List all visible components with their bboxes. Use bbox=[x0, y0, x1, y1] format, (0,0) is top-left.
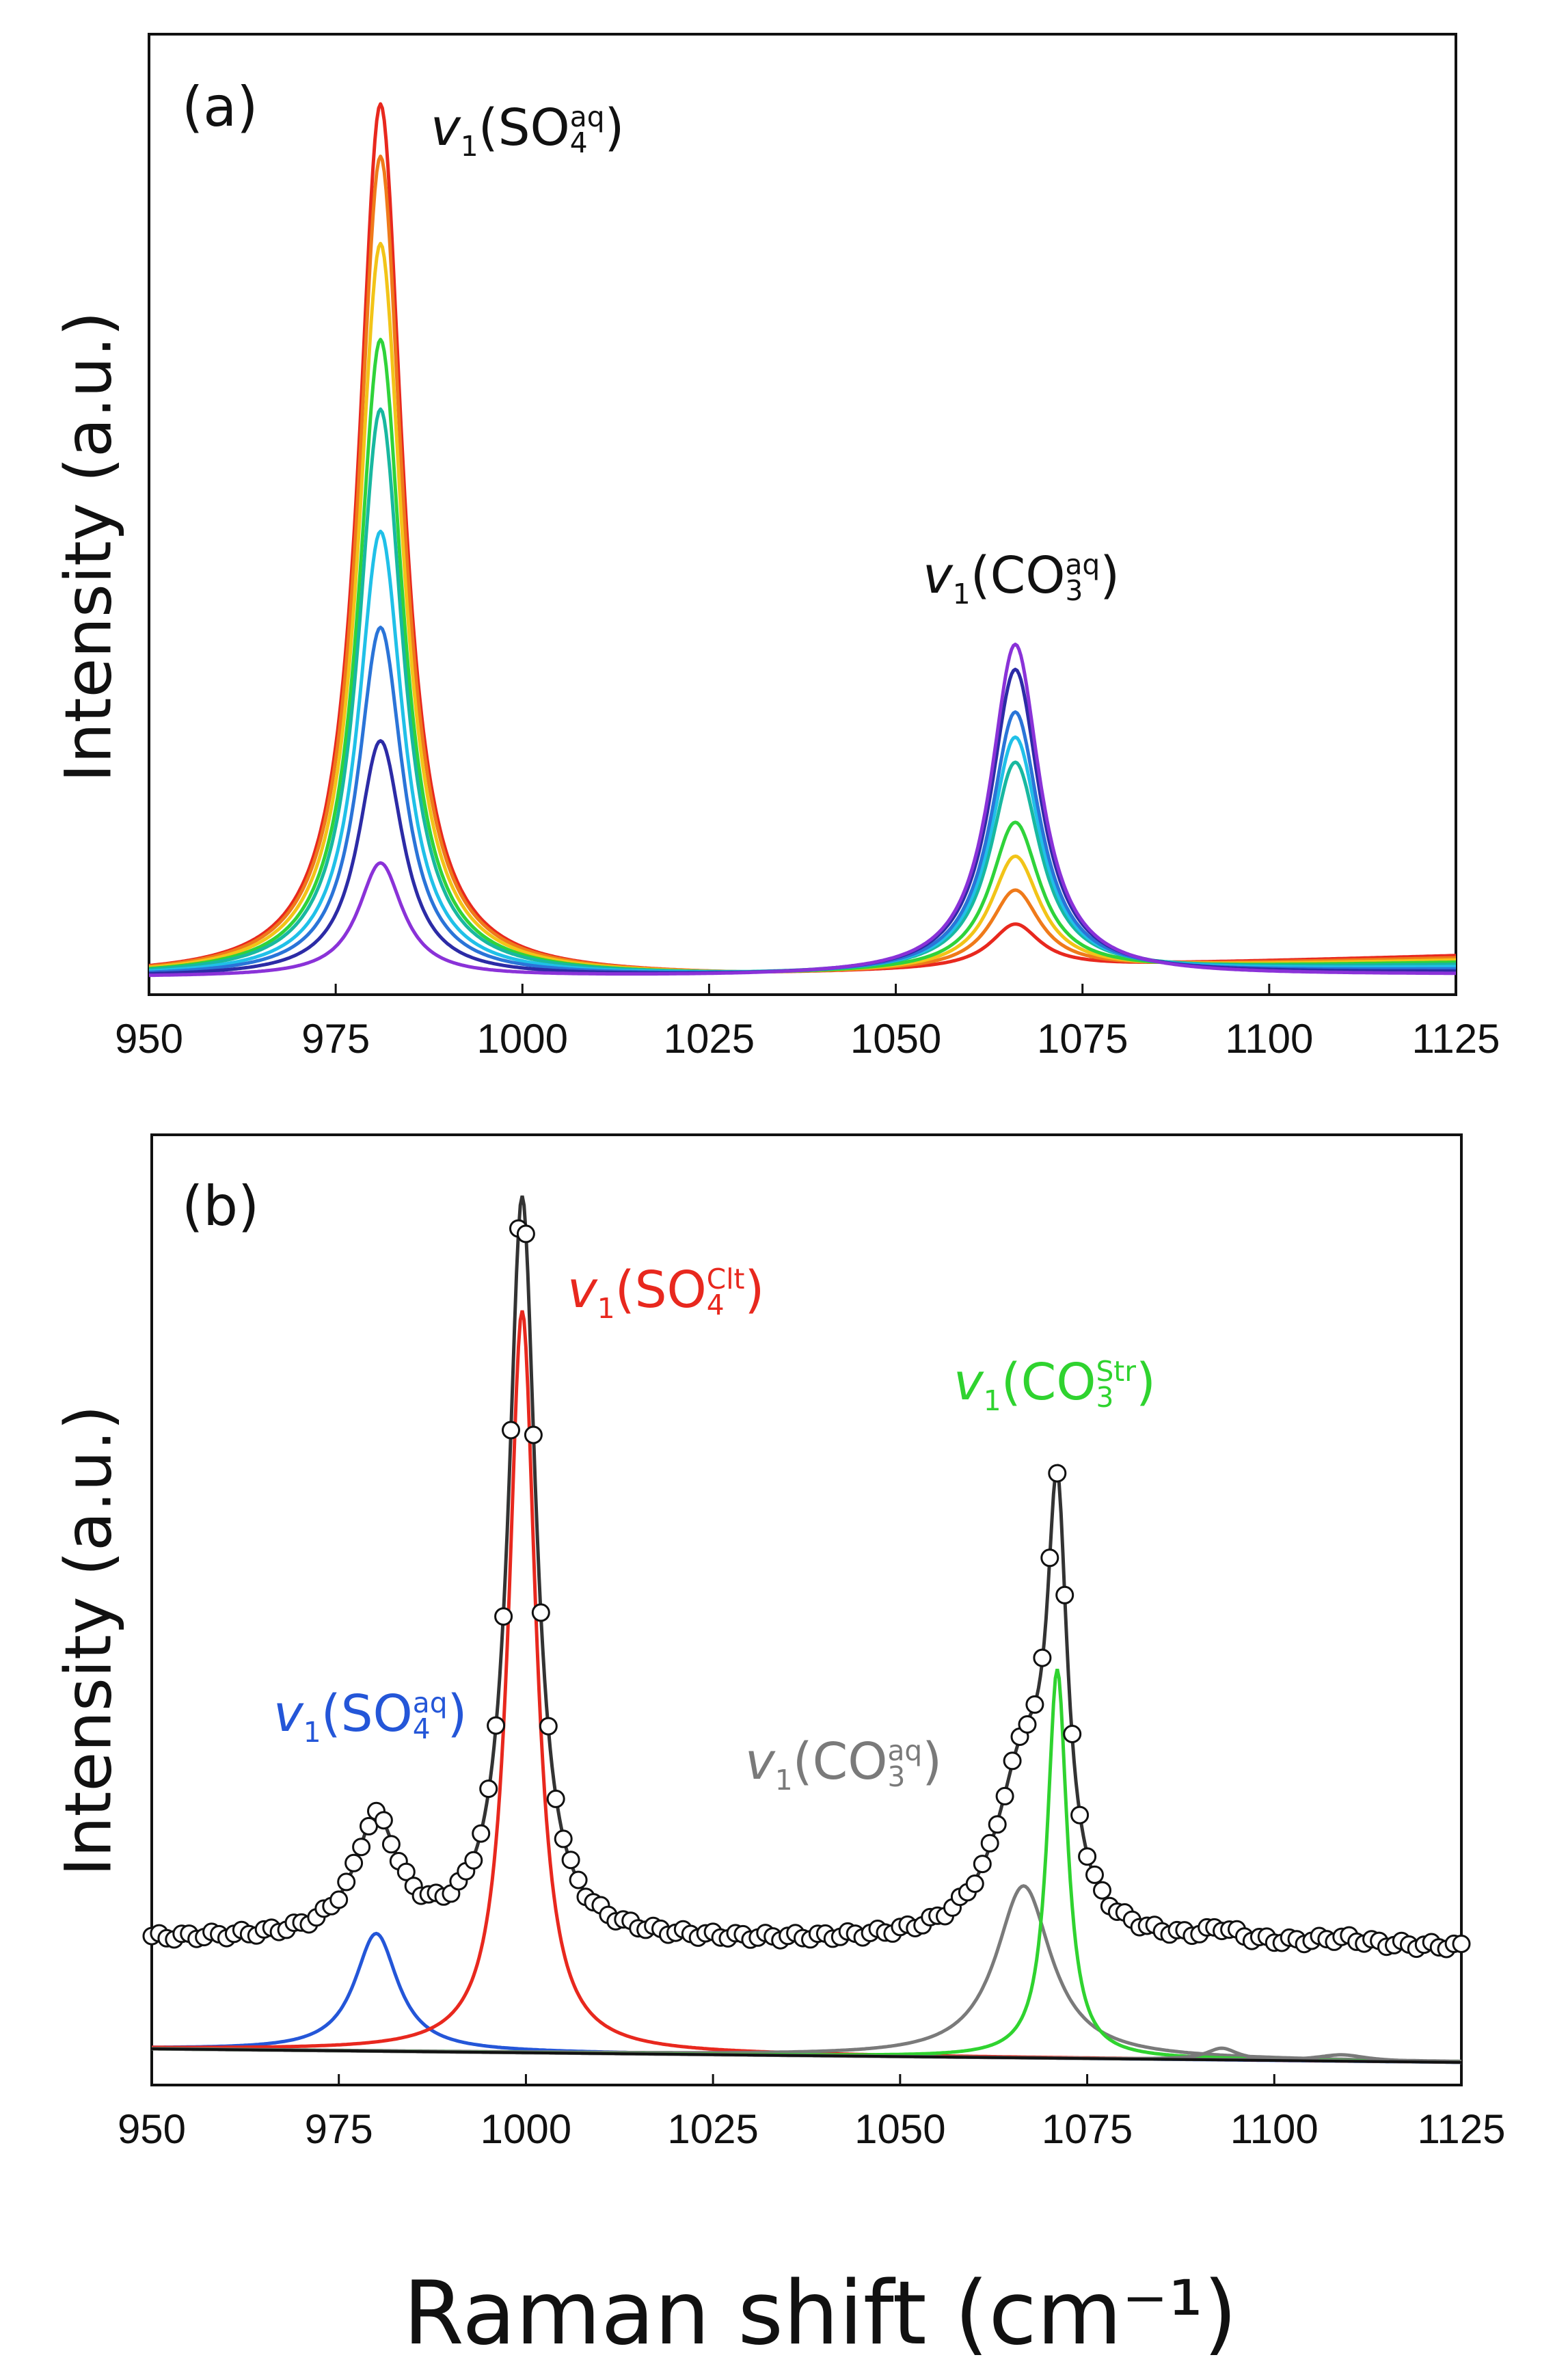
panel-b-label-co3-aq: v1(CO aq 3) bbox=[745, 1732, 943, 1797]
y-axis-title-a: Intensity (a.u.) bbox=[51, 311, 126, 783]
panel-b-data-point-111 bbox=[973, 1855, 992, 1874]
panel-b-data-point-120 bbox=[1040, 1548, 1059, 1568]
panel-b-data-point-55 bbox=[554, 1829, 573, 1849]
panel-b-data-point-125 bbox=[1078, 1847, 1097, 1866]
panel-b-data-point-46 bbox=[487, 1716, 506, 1735]
panel-a-x-tick-label-1025: 1025 bbox=[664, 1016, 755, 1062]
panel-b-label-co3-str: v1(CO Str 3) bbox=[954, 1353, 1156, 1417]
panel-b-plot-frame bbox=[150, 1133, 1463, 2086]
panel-b-chart: 950 975 1000 1025 1050 1075 1100 1125 bbox=[118, 1133, 1506, 2152]
panel-a-series-3 bbox=[148, 241, 1456, 974]
panel-a-label: (a) bbox=[182, 75, 258, 139]
panel-b-data-point-121 bbox=[1048, 1464, 1067, 1483]
panel-b-x-tick-label-1125: 1125 bbox=[1417, 2106, 1505, 2152]
panel-b-data-point-29 bbox=[360, 1816, 378, 1836]
panel-b-data-point-28 bbox=[352, 1838, 371, 1857]
panel-b-data-point-118 bbox=[1025, 1695, 1044, 1714]
panel-a-x-tick-label-1100: 1100 bbox=[1225, 1016, 1313, 1062]
panel-b-data-point-127 bbox=[1093, 1881, 1111, 1900]
panel-b-data-point-31 bbox=[374, 1811, 393, 1830]
panel-b-label-so4-clt: v1(SO Clt 4) bbox=[567, 1261, 765, 1325]
panel-b-data-point-43 bbox=[464, 1851, 483, 1870]
panel-b-data-point-56 bbox=[561, 1851, 580, 1870]
panel-b-data-point-113 bbox=[988, 1815, 1007, 1834]
panel-b-data-point-52 bbox=[531, 1603, 550, 1622]
panel-a-x-tick-label-1050: 1050 bbox=[850, 1016, 941, 1062]
panel-b-data-point-27 bbox=[344, 1853, 364, 1872]
panel-b-data-point-34 bbox=[396, 1862, 416, 1881]
y-axis-title-b: Intensity (a.u.) bbox=[51, 1405, 126, 1877]
panel-a-x-tick-label-1000: 1000 bbox=[477, 1016, 568, 1062]
panel-b-x-tick-label-1100: 1100 bbox=[1230, 2106, 1319, 2152]
panel-b-data-point-122 bbox=[1055, 1585, 1074, 1604]
panel-b-baseline bbox=[151, 2047, 1462, 2064]
panel-a-x-tick-label-975: 975 bbox=[301, 1016, 370, 1062]
panel-b-component-3 bbox=[152, 1884, 1461, 2063]
panel-b-data-point-47 bbox=[494, 1607, 513, 1626]
panel-a-x-tick-label-950: 950 bbox=[115, 1016, 183, 1062]
panel-b-data-point-44 bbox=[472, 1824, 491, 1843]
panel-b-data-point-175 bbox=[1452, 1935, 1471, 1953]
panel-b-data-point-53 bbox=[539, 1717, 558, 1736]
panel-b-label: (b) bbox=[182, 1174, 260, 1238]
panel-b-data-point-25 bbox=[329, 1890, 349, 1909]
panel-b-data-point-50 bbox=[516, 1224, 535, 1244]
panel-b-data-point-115 bbox=[1003, 1751, 1022, 1771]
panel-b-data-point-123 bbox=[1063, 1725, 1082, 1743]
panel-a-chart: 950 975 1000 1025 1050 1075 1100 1125 bbox=[115, 33, 1500, 1062]
panel-b-data-point-57 bbox=[569, 1870, 588, 1890]
panel-b-data-point-112 bbox=[980, 1833, 999, 1853]
panel-a-label-so4-aq: v1(SO aq 4) bbox=[431, 98, 625, 163]
panel-b-data-point-117 bbox=[1018, 1715, 1037, 1734]
panel-b-x-tick-label-1075: 1075 bbox=[1042, 2106, 1133, 2152]
panel-b-data-point-110 bbox=[965, 1874, 984, 1893]
x-axis-title: Raman shift (cm⁻¹) bbox=[403, 2263, 1238, 2365]
panel-a-x-tick-label-1075: 1075 bbox=[1037, 1016, 1128, 1062]
panel-b-data-point-51 bbox=[524, 1425, 543, 1444]
panel-b-fit-line bbox=[151, 1195, 1461, 1948]
panel-b-data-point-54 bbox=[546, 1789, 565, 1808]
panel-a-plot-frame bbox=[148, 33, 1457, 996]
panel-b-data-point-48 bbox=[502, 1421, 520, 1440]
panel-b-x-tick-label-1000: 1000 bbox=[481, 2106, 571, 2152]
panel-b-data-point-45 bbox=[479, 1779, 498, 1799]
panel-b-data-point-119 bbox=[1033, 1648, 1052, 1667]
panel-a-label-co3-aq: v1(CO aq 3) bbox=[923, 546, 1120, 610]
panel-b-data-point-126 bbox=[1085, 1865, 1104, 1884]
panel-b-data-point-32 bbox=[381, 1835, 401, 1854]
panel-b-x-tick-label-1025: 1025 bbox=[667, 2106, 758, 2152]
panel-b-x-tick-label-950: 950 bbox=[118, 2106, 186, 2152]
panel-b-data-point-124 bbox=[1070, 1805, 1090, 1825]
panel-a-series-9 bbox=[148, 643, 1456, 978]
panel-b-data-point-114 bbox=[995, 1786, 1014, 1805]
panel-b-data-point-26 bbox=[337, 1872, 356, 1892]
panel-b-x-tick-label-975: 975 bbox=[305, 2106, 373, 2152]
panel-a-x-tick-label-1125: 1125 bbox=[1411, 1016, 1500, 1062]
panel-b-label-so4-aq: v1(SO aq 4) bbox=[273, 1684, 468, 1749]
panel-b-x-tick-label-1050: 1050 bbox=[854, 2106, 945, 2152]
